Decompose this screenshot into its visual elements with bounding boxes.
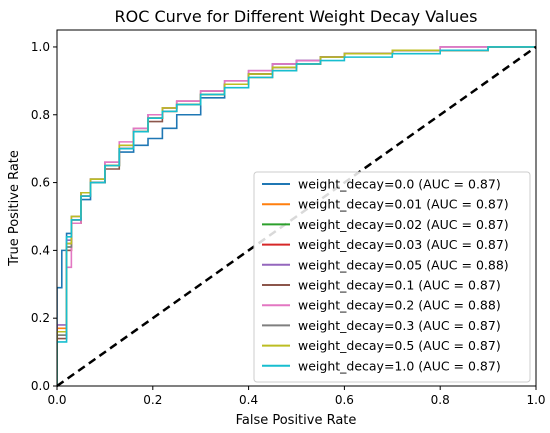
y-tick-label: 0.4 — [31, 243, 50, 257]
y-axis: 0.0 0.2 0.4 0.6 0.8 1.0 — [31, 40, 57, 393]
x-tick-label: 1.0 — [526, 393, 545, 407]
series-layer — [57, 46, 536, 386]
y-tick-label: 0.2 — [31, 311, 50, 325]
legend-entry: weight_decay=0.03 (AUC = 0.87) — [298, 237, 509, 252]
legend-entry: weight_decay=0.05 (AUC = 0.88) — [298, 257, 509, 272]
legend-entry: weight_decay=0.02 (AUC = 0.87) — [298, 217, 509, 232]
plot-frame — [56, 29, 537, 387]
x-tick-label: 0.2 — [143, 393, 162, 407]
legend-entry: weight_decay=0.01 (AUC = 0.87) — [298, 197, 509, 212]
plot-area — [56, 29, 537, 388]
legend-box — [253, 171, 531, 383]
y-tick-label: 0.0 — [31, 379, 50, 393]
x-tick-label: 0.4 — [239, 393, 258, 407]
legend-entry: weight_decay=0.5 (AUC = 0.87) — [298, 338, 501, 353]
legend: weight_decay=0.0 (AUC = 0.87) weight_deca… — [253, 171, 531, 383]
x-axis: 0.0 0.2 0.4 0.6 0.8 1.0 — [47, 386, 546, 407]
legend-entry: weight_decay=1.0 (AUC = 0.87) — [298, 358, 501, 373]
y-tick-label: 0.8 — [31, 108, 50, 122]
x-axis-label: False Positive Rate — [236, 413, 357, 428]
y-axis-label: True Positive Rate — [7, 150, 22, 267]
legend-entry: weight_decay=0.0 (AUC = 0.87) — [298, 177, 501, 192]
x-tick-label: 0.8 — [431, 393, 450, 407]
x-tick-label: 0.0 — [47, 393, 66, 407]
chart-title: ROC Curve for Different Weight Decay Val… — [115, 7, 478, 26]
series-line — [57, 46, 536, 386]
x-tick-label: 0.6 — [335, 393, 354, 407]
y-tick-label: 1.0 — [31, 40, 50, 54]
legend-entry: weight_decay=0.3 (AUC = 0.87) — [298, 318, 501, 333]
legend-entry: weight_decay=0.1 (AUC = 0.87) — [298, 278, 501, 293]
legend-entry: weight_decay=0.2 (AUC = 0.88) — [298, 298, 501, 313]
y-tick-label: 0.6 — [31, 176, 50, 190]
